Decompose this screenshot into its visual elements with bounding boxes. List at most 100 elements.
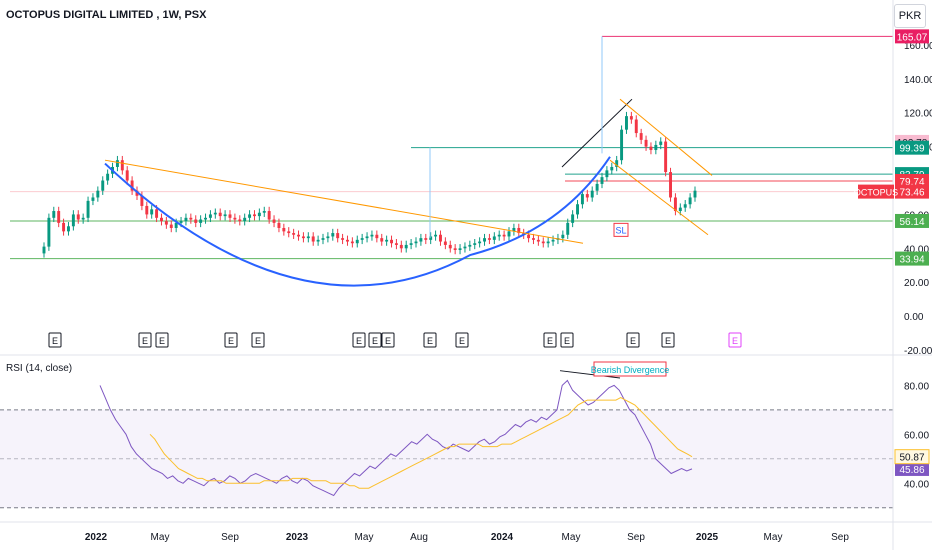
- candle-body: [189, 217, 193, 220]
- candle-body: [473, 243, 477, 245]
- time-tick-label: May: [562, 532, 581, 543]
- rsi-pane[interactable]: Bearish Divergence: [0, 361, 893, 509]
- time-tick-label: 2022: [85, 532, 108, 543]
- price-pane[interactable]: SLE E E E E E E E E E E E E E E: [10, 35, 893, 348]
- candle-body: [458, 248, 462, 251]
- candle-body: [71, 214, 75, 227]
- divergence-box: [593, 361, 667, 377]
- price-label-box: [895, 213, 929, 228]
- candle-body: [311, 236, 315, 242]
- earnings-marker: [455, 332, 469, 348]
- price-tick-label: 40.00: [904, 244, 929, 255]
- candle-body: [693, 190, 697, 198]
- candle-body: [375, 234, 379, 239]
- candle-body: [125, 170, 129, 181]
- currency-button[interactable]: PKR: [894, 4, 926, 28]
- candle-body: [683, 204, 687, 208]
- candle-body: [174, 222, 178, 228]
- candle-body: [429, 236, 433, 240]
- candle-body: [561, 234, 565, 239]
- candle-body: [164, 221, 168, 225]
- rsi-tick-label: 40.00: [904, 479, 929, 490]
- candle-body: [443, 241, 447, 245]
- candle-body: [346, 239, 349, 242]
- candle-body: [478, 241, 482, 244]
- candle-body: [47, 217, 51, 247]
- candle-body: [194, 219, 198, 223]
- candle-body: [659, 141, 663, 145]
- earnings-marker: [560, 332, 574, 348]
- candle-body: [571, 214, 575, 223]
- candle-body: [257, 212, 261, 217]
- candle-body: [546, 241, 550, 244]
- earnings-marker: [138, 332, 152, 348]
- candle-body: [213, 212, 217, 215]
- candle-body: [228, 214, 232, 218]
- candle-body: [115, 160, 119, 167]
- candle-body: [654, 144, 658, 151]
- candle-body: [468, 244, 472, 247]
- earnings-marker: [224, 332, 238, 348]
- rsi-value-box: [894, 449, 930, 465]
- candle-body: [365, 236, 369, 239]
- earnings-label: E: [228, 336, 234, 346]
- earnings-label: E: [547, 336, 553, 346]
- candle-body: [634, 119, 638, 134]
- candle-body: [282, 227, 286, 232]
- candle-body: [487, 238, 491, 240]
- price-label-text: 73.46: [899, 188, 924, 199]
- chart-title: OCTOPUS DIGITAL LIMITED , 1W, PSX: [6, 9, 207, 21]
- symbol-tag-box: [858, 184, 894, 199]
- price-tick-label: 160.00: [904, 41, 932, 52]
- earnings-label: E: [564, 336, 570, 346]
- candle-body: [370, 234, 374, 237]
- candle-body: [399, 244, 403, 249]
- candle-body: [204, 217, 207, 220]
- candle-body: [218, 212, 222, 217]
- time-tick-label: May: [355, 532, 374, 543]
- candle-body: [497, 234, 501, 237]
- candle-body: [448, 244, 452, 249]
- candle-body: [262, 211, 266, 213]
- candle-body: [629, 116, 633, 120]
- candle-body: [341, 238, 345, 240]
- candle-body: [590, 190, 594, 198]
- candle-body: [67, 226, 70, 232]
- candle-body: [360, 238, 364, 240]
- earnings-label: E: [372, 336, 378, 346]
- candle-body: [101, 180, 105, 191]
- candle-body: [272, 219, 276, 223]
- candle-body: [155, 209, 159, 218]
- candle-body: [86, 200, 90, 218]
- symbol-tag: OCTOPUS: [854, 188, 898, 198]
- candle-body: [316, 239, 320, 242]
- price-tick-label: 140.00: [904, 75, 932, 86]
- candle-body: [502, 234, 506, 237]
- candle-body: [595, 183, 599, 191]
- candle-body: [576, 204, 579, 215]
- candle-body: [355, 239, 359, 244]
- candle-body: [130, 180, 134, 191]
- candle-body: [350, 241, 354, 244]
- cup-curve: [104, 156, 611, 287]
- earnings-label: E: [385, 336, 391, 346]
- candle-body: [394, 243, 398, 245]
- price-label-box: [895, 173, 929, 188]
- divergence-label: Bearish Divergence: [591, 365, 670, 375]
- candle-body: [639, 133, 643, 140]
- price-tick-label: 20.00: [904, 278, 929, 289]
- candle-body: [610, 166, 614, 171]
- time-tick-label: Aug: [410, 532, 428, 543]
- earnings-label: E: [665, 336, 671, 346]
- candle-body: [253, 214, 256, 217]
- divergence-line: [559, 370, 621, 379]
- earnings-marker: [626, 332, 640, 348]
- earnings-marker: [352, 332, 366, 348]
- candle-body: [81, 217, 85, 220]
- candle-body: [243, 217, 247, 222]
- candle-body: [551, 239, 555, 242]
- price-label-text: 165.07: [897, 32, 928, 43]
- candle-body: [140, 195, 144, 206]
